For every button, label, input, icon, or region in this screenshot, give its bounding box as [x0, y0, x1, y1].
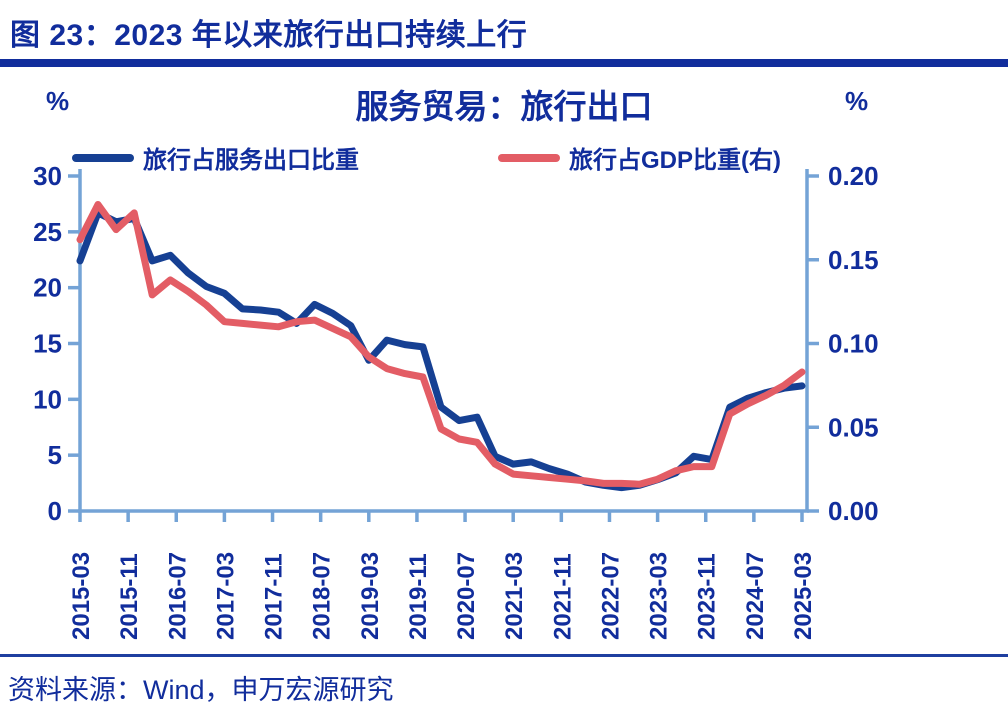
right-axis-tick-label: 0.15 — [828, 245, 879, 275]
figure-title: 图 23：2023 年以来旅行出口持续上行 — [10, 19, 528, 52]
legend-label-services-share: 旅行占服务出口比重 — [143, 147, 359, 174]
right-axis-unit-label: % — [845, 86, 869, 116]
chart-title: 服务贸易：旅行出口 — [355, 88, 653, 125]
x-axis-tick-label: 2019-03 — [357, 552, 384, 640]
right-axis-tick-label: 0.00 — [828, 496, 879, 526]
blue-line-swatch — [72, 153, 134, 162]
right-axis-tick-label: 0.05 — [828, 412, 879, 442]
left-axis-tick-label: 30 — [33, 161, 62, 191]
x-axis-tick-label: 2017-03 — [212, 552, 239, 640]
legend-item-gdp-share: 旅行占GDP比重(右) — [498, 140, 781, 175]
red-series-line — [76, 201, 806, 488]
right-axis-tick-label: 0.20 — [828, 161, 879, 191]
footer-divider-rule — [0, 654, 1008, 657]
left-axis-tick-label: 0 — [48, 496, 62, 526]
x-axis-tick-label: 2015-03 — [68, 552, 95, 640]
chart-legend: 旅行占服务出口比重 旅行占GDP比重(右) — [0, 140, 1008, 175]
x-axis-tick-label: 2021-03 — [501, 552, 528, 640]
x-axis-tick-label: 2022-07 — [597, 552, 624, 640]
left-axis-tick-label: 5 — [48, 440, 62, 470]
x-axis-tick-label: 2025-03 — [790, 552, 817, 640]
right-axis-tick-label: 0.10 — [828, 329, 879, 359]
blue-series-line — [76, 209, 806, 492]
legend-label-gdp-share: 旅行占GDP比重(右) — [569, 147, 781, 174]
left-axis-tick-label: 25 — [33, 217, 62, 247]
red-line-swatch — [498, 153, 560, 162]
x-axis-tick-label: 2024-07 — [742, 552, 769, 640]
x-axis-tick-label: 2023-11 — [694, 553, 721, 640]
left-axis-tick-label: 15 — [33, 329, 62, 359]
x-axis-tick-label: 2015-11 — [116, 553, 143, 640]
x-axis-tick-label: 2019-11 — [405, 553, 432, 640]
left-axis-tick-label: 10 — [33, 384, 62, 414]
x-axis-tick-label: 2023-03 — [646, 552, 673, 640]
x-axis-tick-label: 2021-11 — [549, 553, 576, 640]
x-axis-tick-label: 2018-07 — [309, 552, 336, 640]
legend-item-services-share: 旅行占服务出口比重 — [72, 140, 359, 175]
x-axis-tick-label: 2020-07 — [453, 552, 480, 640]
x-axis-tick-label: 2017-11 — [261, 553, 288, 640]
x-axis-tick-label: 2016-07 — [164, 552, 191, 640]
title-divider-bar — [0, 59, 1008, 67]
data-source-note: 资料来源：Wind，申万宏源研究 — [8, 675, 394, 705]
left-axis-unit-label: % — [46, 86, 70, 116]
left-axis-tick-label: 20 — [33, 273, 62, 303]
